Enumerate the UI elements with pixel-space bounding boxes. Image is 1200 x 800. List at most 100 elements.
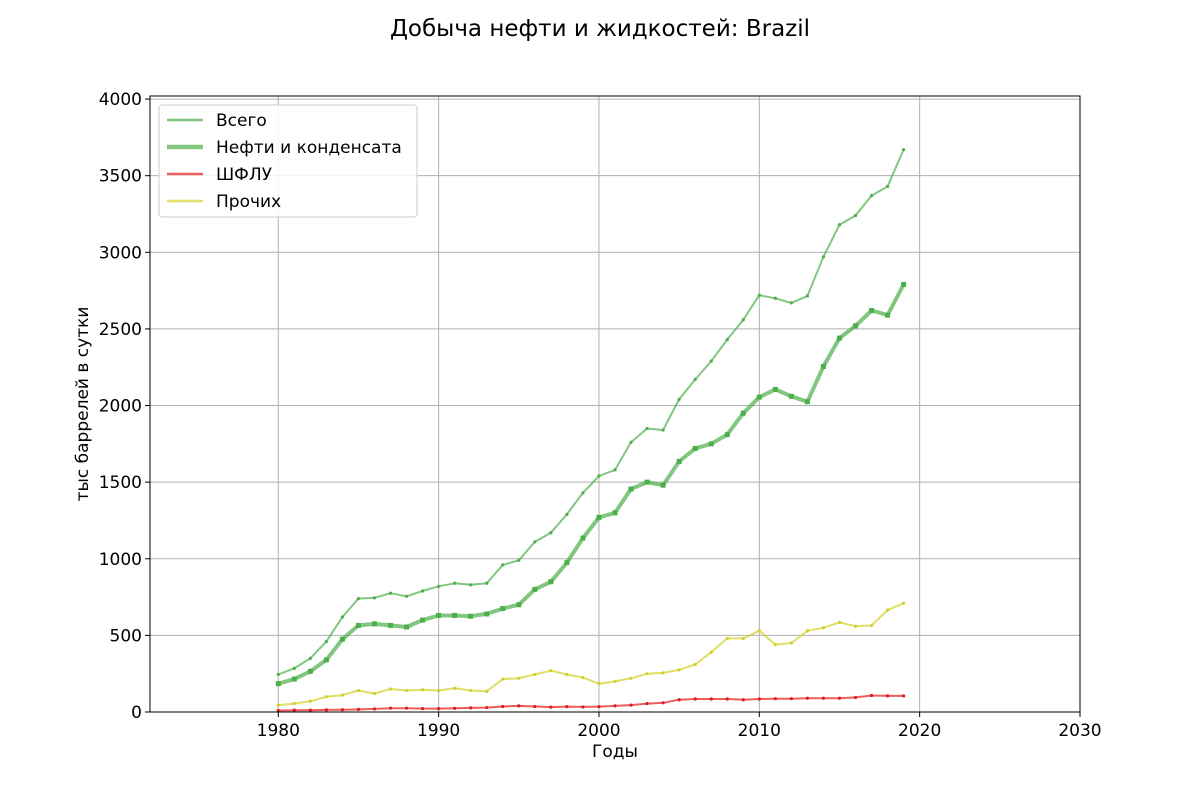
data-point: [533, 540, 537, 544]
data-point: [453, 706, 457, 710]
data-point: [533, 672, 537, 677]
data-point: [661, 428, 665, 432]
data-point: [404, 688, 409, 693]
data-point: [420, 617, 426, 623]
data-point: [741, 636, 745, 641]
data-point: [645, 426, 649, 431]
data-point: [693, 662, 697, 667]
legend-label: ШФЛУ: [216, 165, 273, 185]
data-point: [772, 386, 778, 392]
data-point: [902, 148, 906, 152]
series-line: [278, 694, 904, 712]
data-point: [773, 697, 777, 701]
series-line: [278, 602, 904, 707]
series-1: [275, 281, 907, 687]
data-point: [485, 689, 489, 693]
data-point: [516, 602, 522, 608]
data-point: [549, 669, 553, 673]
legend-label: Прочих: [216, 192, 281, 212]
data-point: [452, 612, 458, 618]
data-point: [629, 676, 633, 680]
data-point: [885, 312, 891, 318]
data-point: [869, 623, 874, 628]
legend-label: Всего: [216, 111, 267, 131]
data-point: [533, 704, 537, 709]
data-point: [853, 323, 859, 329]
y-tick-label: 4000: [99, 90, 142, 110]
data-point: [821, 255, 826, 259]
data-point: [549, 705, 553, 709]
data-point: [340, 615, 345, 619]
data-point: [661, 701, 665, 705]
data-point: [485, 581, 489, 585]
data-point: [565, 512, 569, 516]
series-line: [277, 283, 906, 686]
data-point: [292, 701, 296, 706]
data-point: [773, 296, 777, 300]
data-point: [709, 697, 713, 701]
legend-box: [158, 104, 418, 218]
x-tick-label: 1980: [257, 721, 300, 741]
data-point: [692, 445, 698, 451]
data-point: [613, 468, 617, 472]
data-point: [677, 397, 681, 402]
data-point: [645, 672, 649, 676]
data-point: [580, 535, 586, 541]
data-point: [276, 672, 280, 677]
data-point: [500, 606, 506, 612]
data-point: [773, 642, 777, 647]
data-point: [501, 677, 505, 681]
axes: 1980 1990 2000 2010 2020 2030 0 500 1000 1500 2000…: [99, 90, 1102, 741]
data-point: [789, 697, 793, 701]
data-point: [340, 693, 345, 697]
data-point: [420, 688, 425, 692]
y-tick-label: 2500: [99, 320, 142, 340]
data-point: [291, 676, 297, 682]
data-point: [388, 706, 393, 710]
data-point: [821, 626, 826, 630]
data-point: [565, 672, 569, 677]
data-point: [644, 479, 650, 485]
x-tick-label: 1990: [417, 721, 460, 741]
data-point: [902, 601, 906, 605]
data-point: [661, 671, 665, 675]
data-point: [453, 581, 457, 585]
y-tick-label: 1500: [99, 473, 142, 493]
data-point: [708, 441, 714, 447]
y-tick-label: 3500: [99, 167, 142, 187]
data-point: [549, 531, 553, 535]
data-point: [324, 639, 328, 644]
data-point: [836, 335, 842, 341]
data-point: [404, 706, 409, 710]
data-point: [564, 560, 570, 566]
data-point: [339, 636, 345, 642]
data-point: [885, 184, 890, 189]
data-point: [581, 675, 585, 680]
data-point: [837, 696, 842, 700]
data-point: [613, 679, 617, 683]
data-point: [740, 410, 746, 416]
series-0: [276, 148, 906, 677]
data-point: [388, 591, 393, 595]
data-point: [612, 510, 618, 516]
data-point: [372, 596, 377, 600]
data-point: [677, 698, 681, 702]
data-point: [660, 482, 666, 488]
data-point: [693, 377, 697, 382]
data-point: [388, 687, 393, 691]
data-point: [805, 696, 810, 700]
data-point: [820, 363, 826, 369]
data-point: [469, 688, 473, 693]
legend-item: Прочих: [167, 192, 281, 212]
data-point: [581, 705, 585, 709]
data-point: [805, 629, 810, 633]
data-point: [371, 621, 377, 627]
data-point: [901, 281, 907, 287]
data-point: [596, 514, 602, 520]
data-point: [437, 707, 441, 711]
data-point: [565, 705, 569, 709]
y-tick-label: 3000: [99, 243, 142, 263]
x-tick-label: 2020: [898, 721, 941, 741]
data-point: [613, 704, 617, 708]
